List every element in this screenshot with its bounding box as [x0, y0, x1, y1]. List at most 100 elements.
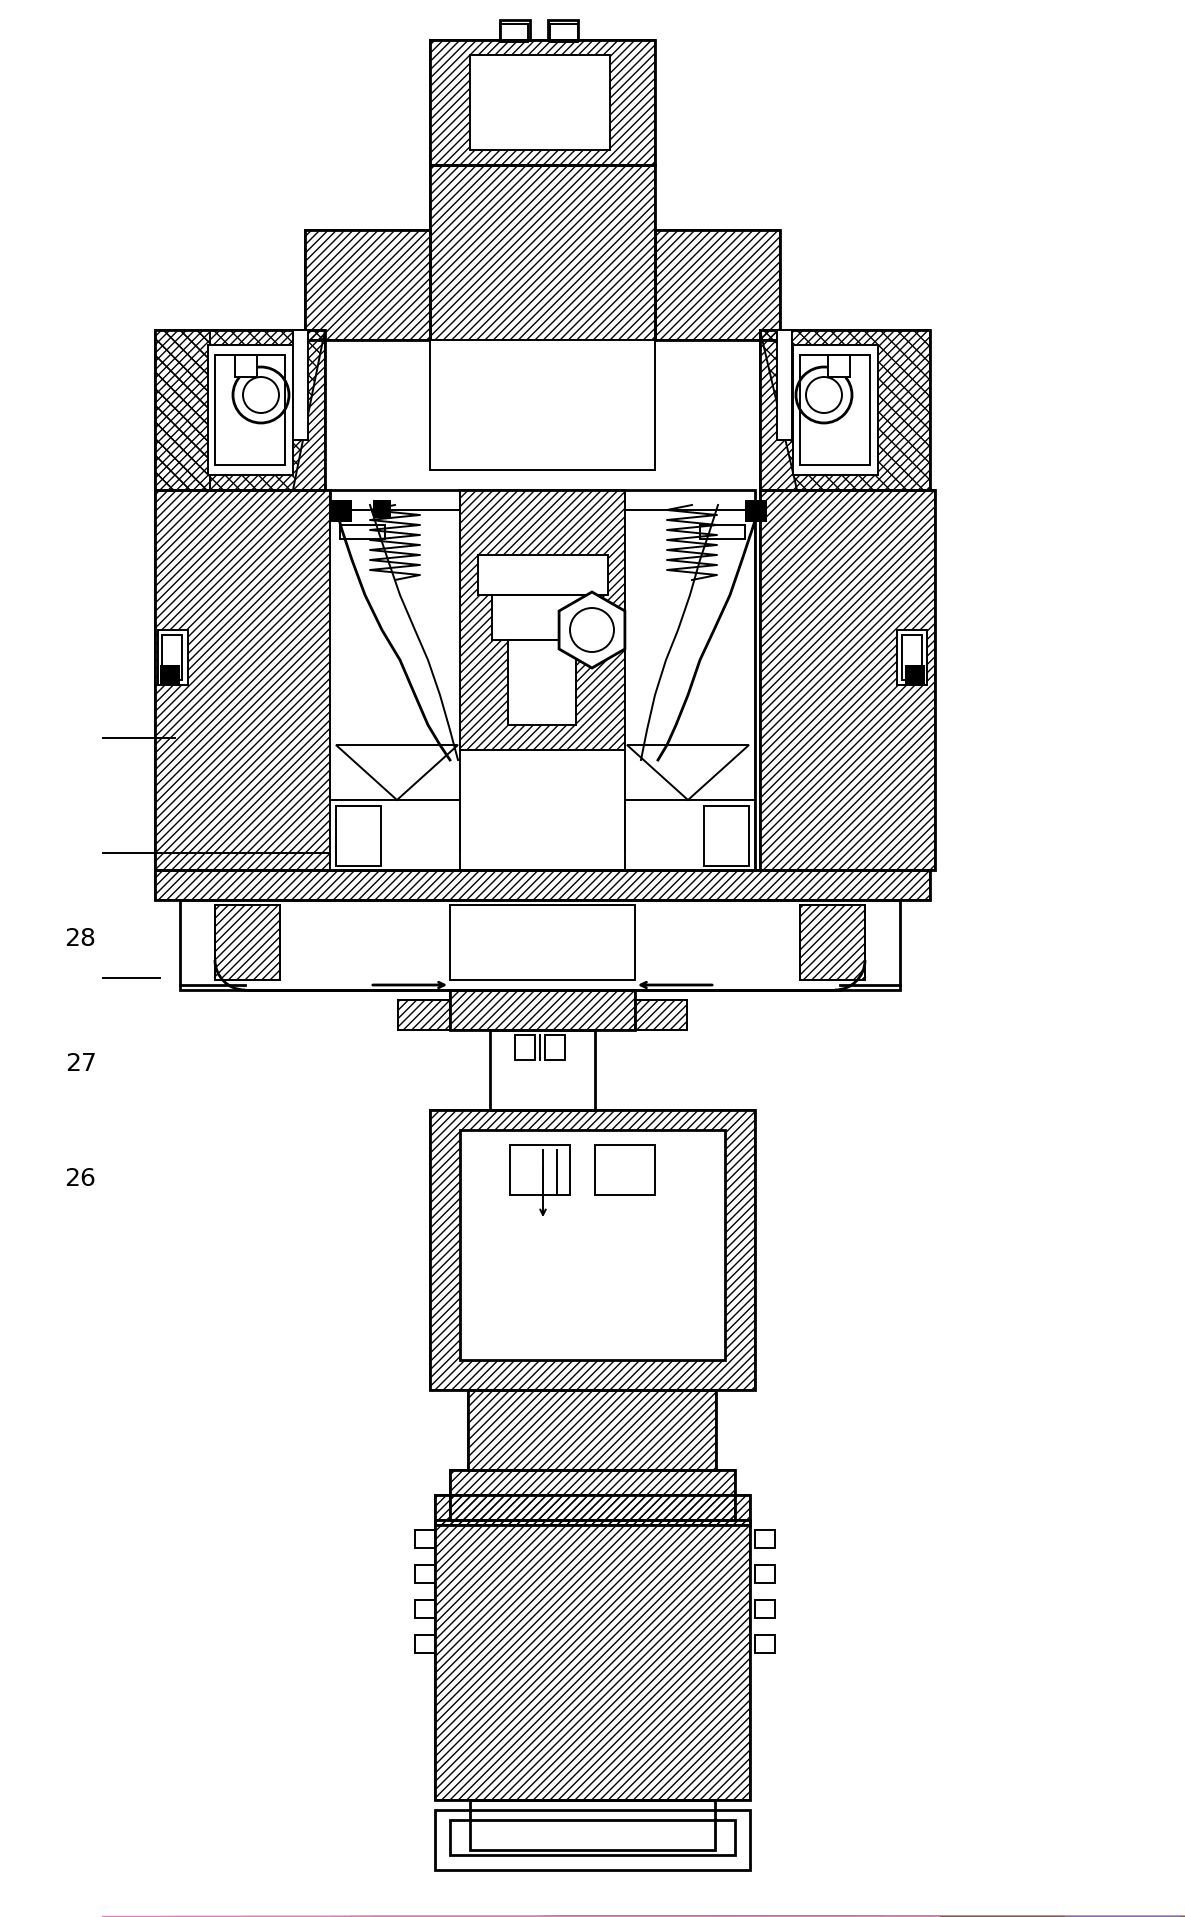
- Bar: [624, 799, 755, 870]
- Bar: [760, 491, 935, 870]
- Bar: [430, 165, 655, 339]
- Bar: [492, 594, 594, 640]
- Bar: [435, 1495, 750, 1526]
- Bar: [340, 525, 385, 539]
- Bar: [450, 989, 635, 1029]
- Bar: [214, 905, 280, 980]
- Bar: [508, 640, 576, 725]
- Bar: [214, 355, 286, 466]
- Bar: [468, 1390, 716, 1470]
- Polygon shape: [559, 592, 624, 667]
- Bar: [415, 1601, 435, 1618]
- Bar: [415, 1530, 435, 1549]
- Bar: [415, 1564, 435, 1583]
- Bar: [902, 635, 922, 681]
- Bar: [329, 510, 460, 849]
- Bar: [760, 491, 935, 870]
- Polygon shape: [337, 746, 457, 799]
- Bar: [373, 500, 391, 518]
- Bar: [155, 330, 325, 491]
- Bar: [450, 1470, 735, 1520]
- Bar: [450, 1470, 735, 1520]
- Text: 27: 27: [65, 1052, 96, 1075]
- Bar: [515, 1035, 534, 1060]
- Bar: [180, 899, 899, 989]
- Bar: [398, 1001, 450, 1029]
- Bar: [547, 19, 578, 40]
- Bar: [902, 635, 922, 681]
- Bar: [155, 330, 325, 491]
- Bar: [550, 25, 578, 42]
- Bar: [460, 491, 624, 750]
- Bar: [235, 355, 257, 378]
- Bar: [760, 330, 930, 491]
- Bar: [209, 345, 293, 475]
- Bar: [755, 1530, 775, 1549]
- Bar: [155, 870, 930, 899]
- Text: 26: 26: [64, 1167, 97, 1190]
- Bar: [214, 905, 280, 980]
- Bar: [897, 631, 927, 684]
- Bar: [500, 25, 529, 42]
- Bar: [155, 870, 930, 899]
- Bar: [905, 665, 925, 684]
- Bar: [329, 491, 755, 870]
- Bar: [460, 491, 624, 750]
- Bar: [435, 1810, 750, 1869]
- Bar: [595, 1144, 655, 1194]
- Bar: [293, 330, 308, 441]
- Bar: [700, 525, 745, 539]
- Bar: [800, 905, 865, 980]
- Bar: [430, 1110, 755, 1390]
- Bar: [655, 230, 780, 339]
- Bar: [460, 1129, 725, 1359]
- Bar: [760, 330, 930, 491]
- Bar: [450, 989, 635, 1029]
- Bar: [329, 799, 460, 870]
- Bar: [491, 1029, 595, 1110]
- Bar: [745, 500, 767, 521]
- Bar: [162, 635, 182, 681]
- Bar: [155, 330, 210, 491]
- Bar: [478, 556, 608, 594]
- Bar: [777, 330, 792, 441]
- Bar: [624, 510, 755, 849]
- Bar: [828, 355, 850, 378]
- Bar: [800, 905, 865, 980]
- Bar: [800, 355, 870, 466]
- Bar: [435, 1495, 750, 1526]
- Bar: [450, 905, 635, 980]
- Bar: [655, 230, 780, 339]
- Polygon shape: [627, 746, 749, 799]
- Bar: [450, 1819, 735, 1856]
- Bar: [430, 1110, 755, 1390]
- Bar: [162, 635, 182, 681]
- Bar: [305, 230, 430, 339]
- Bar: [470, 56, 610, 150]
- Bar: [635, 1001, 687, 1029]
- Bar: [155, 491, 329, 870]
- Bar: [430, 40, 655, 165]
- Circle shape: [570, 608, 614, 652]
- Text: 28: 28: [64, 928, 97, 951]
- Bar: [545, 1035, 565, 1060]
- Bar: [415, 1635, 435, 1652]
- Bar: [430, 165, 655, 339]
- Bar: [305, 230, 430, 339]
- Bar: [500, 19, 530, 40]
- Bar: [435, 1520, 750, 1800]
- Bar: [435, 1520, 750, 1800]
- Bar: [755, 1601, 775, 1618]
- Bar: [158, 631, 188, 684]
- Bar: [329, 500, 352, 521]
- Bar: [470, 1800, 715, 1850]
- Bar: [704, 805, 749, 866]
- Bar: [755, 1635, 775, 1652]
- Bar: [755, 1564, 775, 1583]
- Bar: [337, 805, 382, 866]
- Bar: [398, 1001, 450, 1029]
- Bar: [510, 1144, 570, 1194]
- Bar: [430, 339, 655, 470]
- Bar: [160, 665, 180, 684]
- Bar: [430, 40, 655, 165]
